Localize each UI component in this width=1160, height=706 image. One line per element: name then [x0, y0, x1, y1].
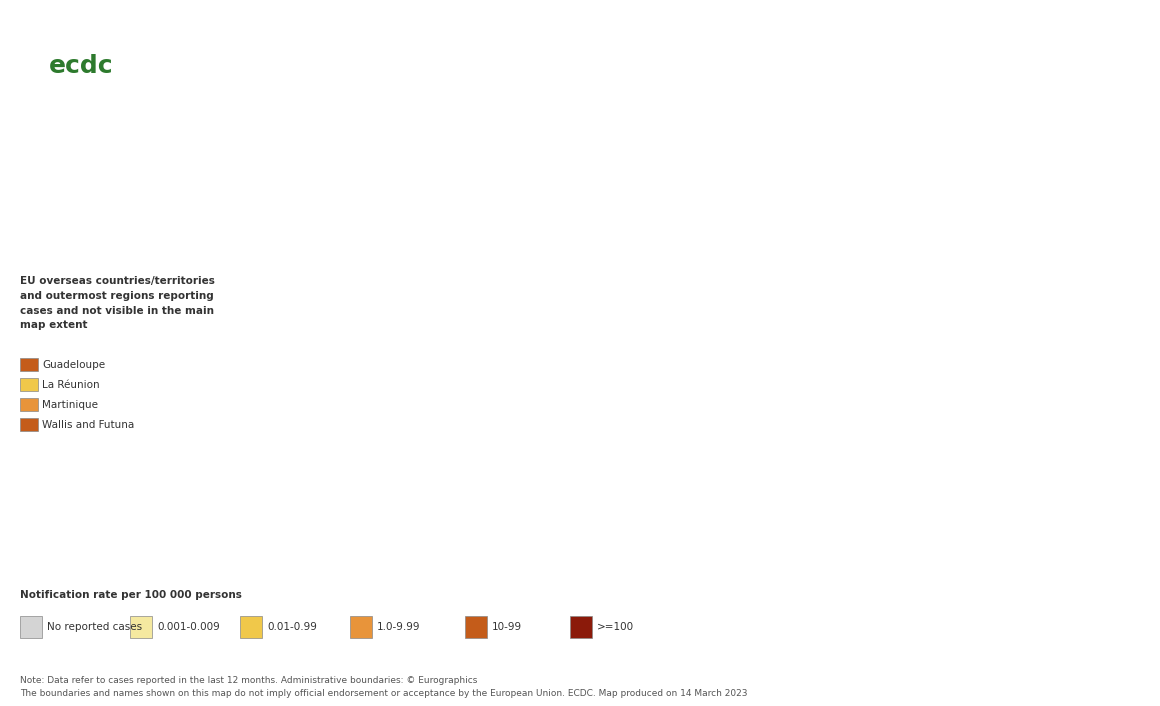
Text: 1.0-9.99: 1.0-9.99	[377, 622, 420, 632]
FancyBboxPatch shape	[130, 616, 152, 638]
Text: 0.001-0.009: 0.001-0.009	[157, 622, 219, 632]
Text: 10-99: 10-99	[492, 622, 522, 632]
FancyBboxPatch shape	[350, 616, 372, 638]
Text: Martinique: Martinique	[42, 400, 97, 409]
Text: Note: Data refer to cases reported in the last 12 months. Administrative boundar: Note: Data refer to cases reported in th…	[20, 676, 747, 698]
FancyBboxPatch shape	[570, 616, 592, 638]
FancyBboxPatch shape	[20, 418, 38, 431]
Text: >=100: >=100	[597, 622, 635, 632]
Text: La Réunion: La Réunion	[42, 380, 100, 390]
FancyBboxPatch shape	[240, 616, 262, 638]
FancyBboxPatch shape	[20, 358, 38, 371]
Text: 0.01-0.99: 0.01-0.99	[267, 622, 317, 632]
FancyBboxPatch shape	[20, 378, 38, 391]
Text: EU overseas countries/territories
and outermost regions reporting
cases and not : EU overseas countries/territories and ou…	[20, 276, 215, 330]
FancyBboxPatch shape	[20, 398, 38, 411]
FancyBboxPatch shape	[20, 616, 42, 638]
Text: Guadeloupe: Guadeloupe	[42, 359, 106, 369]
Text: Wallis and Futuna: Wallis and Futuna	[42, 419, 135, 429]
Text: ecdc: ecdc	[49, 54, 114, 78]
Text: No reported cases: No reported cases	[48, 622, 143, 632]
FancyBboxPatch shape	[465, 616, 487, 638]
Text: Notification rate per 100 000 persons: Notification rate per 100 000 persons	[20, 590, 242, 600]
